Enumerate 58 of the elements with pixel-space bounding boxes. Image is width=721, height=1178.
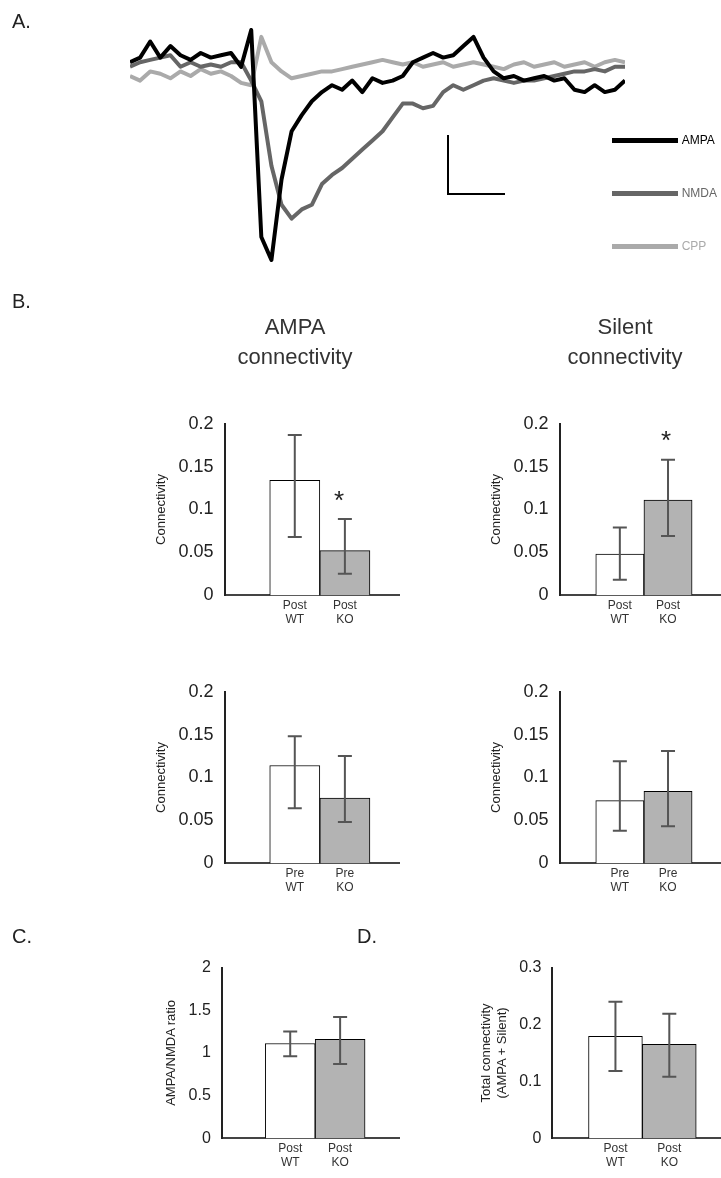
text: D. <box>357 925 377 948</box>
y-tick-label: 0.1 <box>188 766 214 787</box>
y-axis-title: Total connectivity (AMPA + Silent) <box>478 1002 509 1103</box>
text: NMDA <box>681 186 717 200</box>
y-tick-label: 0.3 <box>519 958 542 976</box>
y-tick-label: 0.2 <box>523 412 549 433</box>
y-tick-label: 2 <box>201 958 211 976</box>
y-tick-label: 0 <box>538 584 549 605</box>
y-tick-label: 0.2 <box>523 680 549 701</box>
y-tick-label: 0.1 <box>523 498 549 519</box>
text: B. <box>12 290 31 313</box>
x-tick-label: Pre KO <box>335 865 355 895</box>
y-tick-label: 0 <box>538 852 549 873</box>
x-tick-label: Post KO <box>656 597 681 627</box>
y-tick-label: 0.2 <box>519 1014 542 1032</box>
y-axis-title: AMPA/NMDA ratio <box>163 999 179 1106</box>
y-tick-label: 1.5 <box>188 1000 211 1018</box>
text: CPP <box>681 239 707 253</box>
y-tick-label: 0.2 <box>188 412 214 433</box>
chart-title: AMPA connectivity <box>236 313 354 371</box>
chart-title: Silent connectivity <box>566 313 684 371</box>
x-tick-label: Post KO <box>328 1140 353 1170</box>
y-tick-label: 0.05 <box>513 809 549 830</box>
y-tick-label: 0 <box>203 852 214 873</box>
x-tick-label: Post WT <box>282 597 308 627</box>
x-tick-label: Post KO <box>657 1140 682 1170</box>
y-tick-label: 0.1 <box>519 1071 542 1089</box>
annotation: * <box>661 425 672 456</box>
y-axis-title: Connectivity <box>153 473 169 545</box>
y-tick-label: 0.05 <box>178 809 214 830</box>
y-tick-label: 0 <box>201 1128 211 1146</box>
y-tick-label: 0.15 <box>178 455 214 476</box>
x-tick-label: Pre WT <box>610 865 630 895</box>
y-tick-label: 0.2 <box>188 680 214 701</box>
x-tick-label: Post WT <box>278 1140 303 1170</box>
y-axis-title: Connectivity <box>488 741 504 813</box>
y-tick-label: 0.15 <box>513 723 549 744</box>
text: C. <box>12 925 32 948</box>
y-tick-label: 0 <box>532 1128 542 1146</box>
y-axis-title: Connectivity <box>488 473 504 545</box>
x-tick-label: Post WT <box>607 597 633 627</box>
y-tick-label: 0.15 <box>513 455 549 476</box>
y-tick-label: 0.15 <box>178 723 214 744</box>
y-tick-label: 0 <box>203 584 214 605</box>
y-tick-label: 0.1 <box>523 766 549 787</box>
x-tick-label: Pre WT <box>285 865 305 895</box>
annotation: * <box>334 485 345 516</box>
x-tick-label: Post WT <box>603 1140 629 1170</box>
y-tick-label: 0.05 <box>513 541 549 562</box>
y-axis-title: Connectivity <box>153 741 169 813</box>
y-tick-label: 1 <box>201 1043 211 1061</box>
x-tick-label: Pre KO <box>658 865 678 895</box>
text: A. <box>12 10 31 33</box>
y-tick-label: 0.1 <box>188 498 214 519</box>
text: AMPA <box>681 133 715 147</box>
y-tick-label: 0.05 <box>178 541 214 562</box>
y-tick-label: 0.5 <box>188 1085 211 1103</box>
x-tick-label: Post KO <box>332 597 358 627</box>
